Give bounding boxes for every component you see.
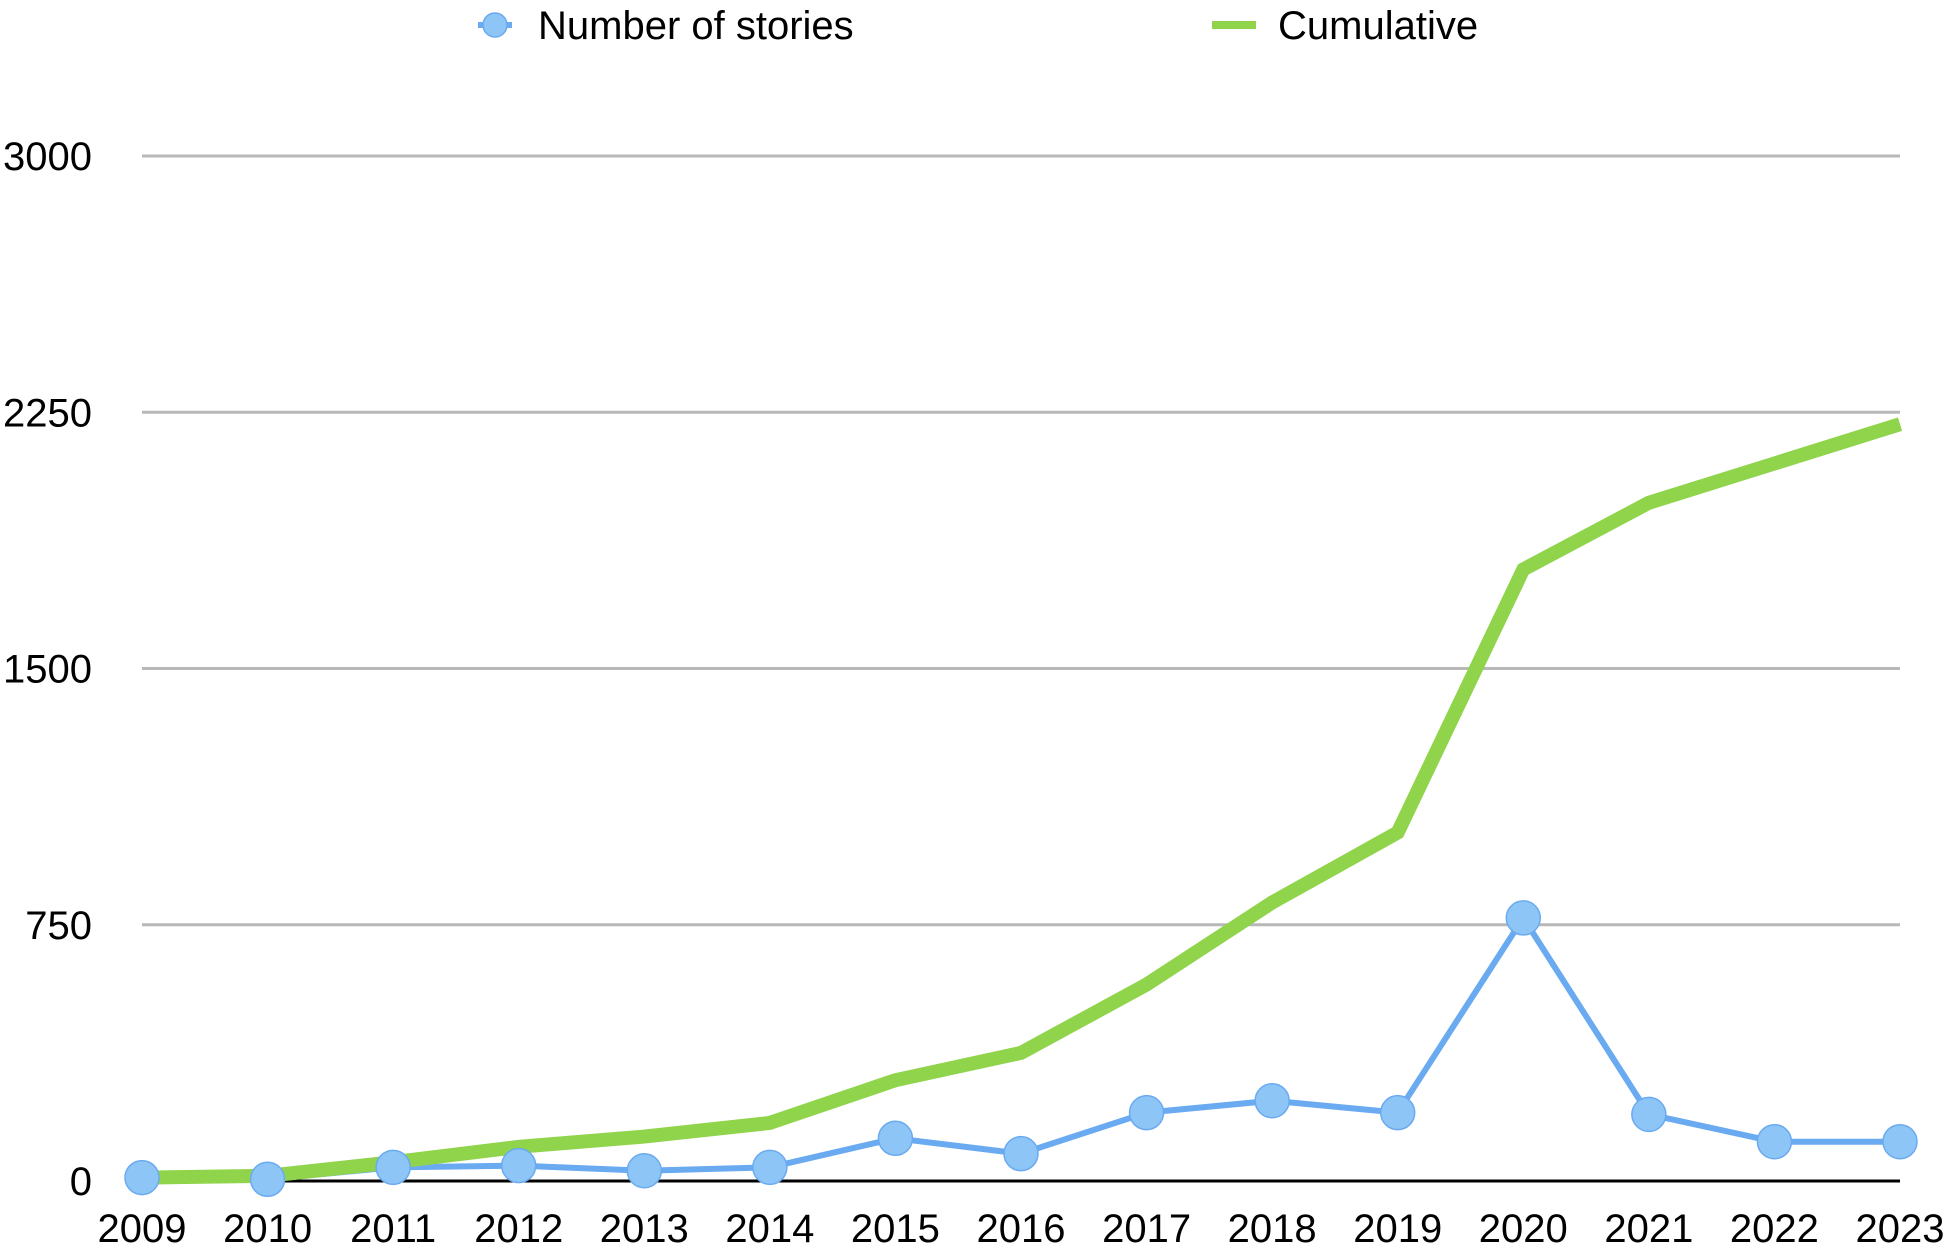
data-point <box>375 1149 411 1186</box>
x-tick-label: 2011 <box>350 1207 436 1250</box>
legend-item-number-of-stories: Number of stories <box>478 4 854 48</box>
x-tick-label: 2012 <box>474 1207 563 1250</box>
x-tick-label: 2014 <box>725 1207 814 1250</box>
series-line-cumulative <box>141 417 1903 1185</box>
data-point <box>1505 900 1542 936</box>
y-tick-label: 3000 <box>3 135 92 179</box>
x-tick-label: 2016 <box>977 1207 1066 1250</box>
x-tick-label: 2013 <box>600 1207 689 1250</box>
data-point <box>1756 1123 1793 1160</box>
data-point <box>1128 1094 1165 1131</box>
y-axis-tick-labels: 0 750 1500 2250 3000 <box>3 135 92 1204</box>
data-point <box>249 1161 286 1198</box>
x-tick-label: 2019 <box>1353 1207 1442 1250</box>
x-tick-label: 2009 <box>98 1207 187 1250</box>
x-tick-label: 2023 <box>1856 1207 1945 1250</box>
x-tick-label: 2017 <box>1102 1207 1191 1250</box>
legend-item-cumulative: Cumulative <box>1212 4 1478 48</box>
data-point <box>500 1147 537 1184</box>
data-point <box>1882 1123 1918 1160</box>
y-tick-label: 750 <box>25 904 92 948</box>
x-tick-label: 2018 <box>1228 1207 1317 1250</box>
x-tick-label: 2020 <box>1479 1207 1568 1250</box>
y-tick-label: 0 <box>70 1160 92 1204</box>
data-point <box>877 1120 914 1157</box>
y-tick-label: 2250 <box>3 391 92 435</box>
data-point <box>124 1159 160 1196</box>
data-point <box>1631 1096 1667 1133</box>
legend-label: Number of stories <box>538 4 854 48</box>
gridlines <box>142 154 1900 927</box>
series <box>124 417 1918 1198</box>
x-tick-label: 2021 <box>1604 1207 1693 1250</box>
x-axis-tick-labels: 2009 2010 2011 2012 2013 2014 2015 2016 2017 2018… <box>98 1207 1945 1250</box>
data-point <box>1254 1082 1290 1119</box>
legend-marker-icon <box>482 12 508 38</box>
data-point <box>752 1149 788 1186</box>
data-point <box>1003 1135 1039 1172</box>
data-point <box>626 1153 663 1189</box>
x-tick-label: 2010 <box>223 1207 312 1250</box>
legend-label: Cumulative <box>1278 4 1478 48</box>
x-tick-label: 2022 <box>1730 1207 1819 1250</box>
x-tick-label: 2015 <box>851 1207 940 1250</box>
series-markers-number-of-stories <box>124 900 1918 1198</box>
y-tick-label: 1500 <box>3 648 92 692</box>
data-point <box>1379 1094 1416 1131</box>
series-cumulative <box>141 417 1903 1185</box>
legend: Number of stories Cumulative <box>478 4 1478 48</box>
